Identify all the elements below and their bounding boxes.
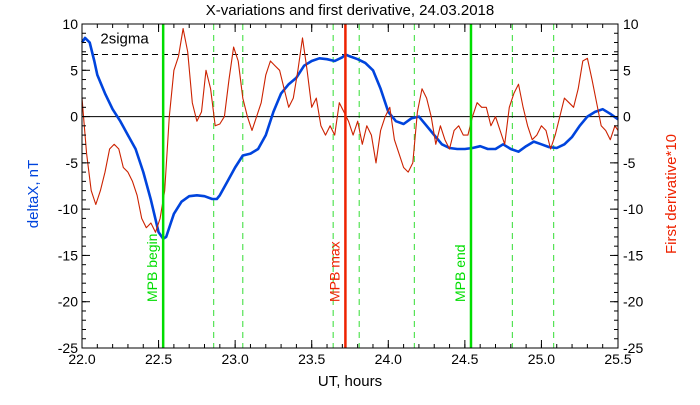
- y-left-tick-label: -5: [66, 155, 79, 171]
- x-tick-label: 25.0: [528, 351, 555, 367]
- y-left-tick-label: -25: [58, 340, 78, 356]
- marker-label-1: MPB max: [326, 241, 342, 302]
- marker-label-0: MPB begin: [144, 234, 160, 302]
- y-right-tick-label: -10: [623, 201, 643, 217]
- y-left-tick-label: 10: [62, 16, 78, 32]
- x-tick-label: 24.5: [451, 351, 478, 367]
- y-right-tick-label: -20: [623, 294, 643, 310]
- x-tick-label: 24.0: [375, 351, 402, 367]
- x-tick-label: 23.0: [222, 351, 249, 367]
- plot-frame: [81, 23, 619, 349]
- x-tick-label: 23.5: [298, 351, 325, 367]
- y-right-tick-label: 5: [623, 62, 631, 78]
- y-left-tick-label: -10: [58, 201, 78, 217]
- y-right-tick-label: -15: [623, 247, 643, 263]
- chart-title: X-variations and first derivative, 24.03…: [206, 2, 495, 19]
- y-left-tick-label: 5: [70, 62, 78, 78]
- y-right-tick-label: -25: [623, 340, 643, 356]
- x-tick-label: 22.0: [68, 351, 95, 367]
- x-tick-label: 22.5: [145, 351, 172, 367]
- marker-label-2: MPB end: [452, 244, 468, 302]
- y-left-tick-label: 0: [70, 109, 78, 125]
- series-line-deltaX: [80, 36, 619, 241]
- x-axis-label: UT, hours: [318, 373, 382, 390]
- threshold-label: 2sigma: [100, 31, 149, 48]
- plot-area: 2sigma MPB begin MPB max MPB end 22.0 22.5 23.…: [58, 16, 644, 367]
- series-line-derivative: [81, 28, 619, 233]
- y-right-tick-label: 10: [623, 16, 639, 32]
- y-axis-label-left: deltaX, nT: [25, 160, 42, 228]
- x-tick-label: 25.5: [604, 351, 631, 367]
- y-right-tick-label: 0: [623, 109, 631, 125]
- y-left-tick-label: -15: [58, 247, 78, 263]
- y-axis-label-right: First derivative*10: [663, 134, 680, 254]
- y-right-tick-label: -5: [623, 155, 636, 171]
- y-left-tick-label: -20: [58, 294, 78, 310]
